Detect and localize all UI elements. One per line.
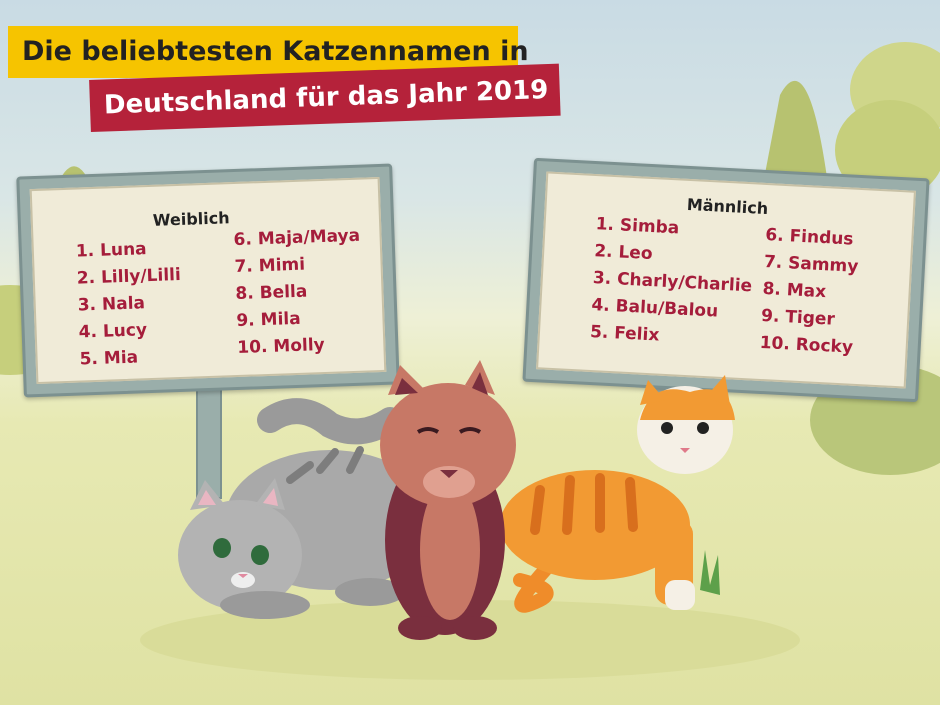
title-line-1: Die beliebtesten Katzennamen in: [8, 26, 529, 78]
brown-cat: [380, 360, 516, 640]
sign-post-left: [196, 375, 222, 499]
grey-tabby-cat: [178, 398, 435, 619]
ground-shadow: [140, 600, 800, 680]
orange-cat: [500, 375, 735, 613]
grass-tuft: [700, 550, 720, 595]
